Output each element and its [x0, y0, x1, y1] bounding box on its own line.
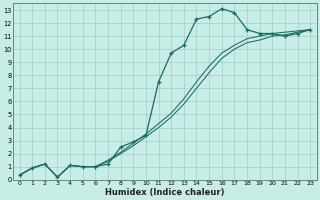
X-axis label: Humidex (Indice chaleur): Humidex (Indice chaleur)	[105, 188, 225, 197]
